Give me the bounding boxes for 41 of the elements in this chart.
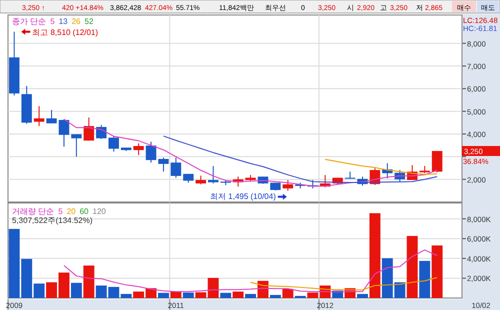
- annotation: 5,307,522주(134.52%): [12, 216, 93, 225]
- candlestick: [71, 134, 82, 158]
- bar: [232, 292, 244, 298]
- bar: [83, 266, 94, 298]
- candlestick: [208, 165, 218, 184]
- candlestick: [158, 157, 169, 172]
- bar: [282, 288, 294, 298]
- legend-title: 거래량 단순: [12, 207, 54, 216]
- candlestick: [133, 142, 144, 156]
- bar: [170, 292, 182, 298]
- bar: [220, 292, 232, 298]
- legend-label: 52: [84, 17, 94, 26]
- line-series: [250, 277, 438, 290]
- bar: [406, 236, 418, 298]
- candlestick: [170, 157, 182, 178]
- candlestick: [282, 180, 294, 192]
- legend-label: 60: [80, 207, 90, 216]
- bar: [70, 282, 82, 298]
- bar: [270, 294, 281, 298]
- annotation: 최저 1,495 (10/04): [210, 192, 276, 201]
- bar: [182, 292, 194, 298]
- bar: [357, 294, 368, 298]
- text: 5: [50, 17, 56, 26]
- line-series: [63, 249, 438, 292]
- text: 20: [66, 207, 76, 216]
- candlestick: [96, 124, 107, 140]
- candlestick: [146, 141, 156, 164]
- text: 5: [58, 207, 64, 216]
- text: 26: [72, 17, 82, 26]
- annotation: 최고 8,510 (12/01): [32, 28, 98, 37]
- legend-title: 종가 단순: [12, 17, 46, 26]
- candlestick: [108, 136, 119, 152]
- candlestick: [432, 150, 442, 173]
- bar: [158, 292, 169, 298]
- bar: [369, 213, 380, 298]
- legend-label: 120: [92, 207, 106, 216]
- candlestick: [34, 106, 44, 127]
- bar: [419, 260, 430, 298]
- bar: [432, 245, 443, 298]
- text: 13: [58, 17, 68, 26]
- bar: [245, 294, 256, 298]
